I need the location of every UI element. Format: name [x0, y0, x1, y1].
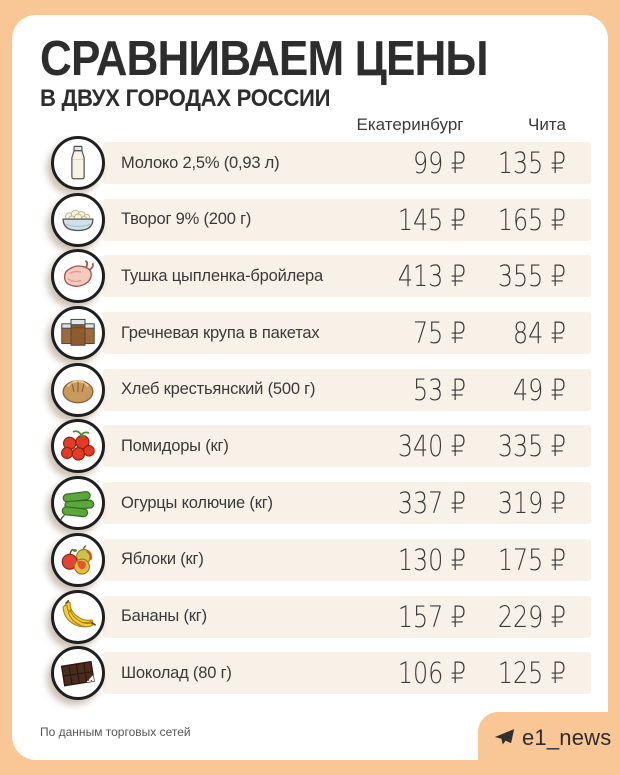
- row-strip: Гречневая крупа в пакетах 75 ₽ 84 ₽: [103, 312, 591, 355]
- item-label: Бананы (кг): [121, 607, 207, 625]
- item-label: Огурцы колючие (кг): [121, 493, 273, 512]
- table-row: Огурцы колючие (кг) 337 ₽ 319 ₽: [51, 476, 591, 531]
- buckwheat-icon: [57, 312, 99, 354]
- table-row: Молоко 2,5% (0,93 л) 99 ₽ 135 ₽: [51, 136, 591, 190]
- price-chita: 84 ₽: [513, 316, 566, 351]
- table-row: Творог 9% (200 г) 145 ₽ 165 ₽: [51, 192, 591, 247]
- item-label: Творог 9% (200 г): [121, 210, 252, 229]
- item-icon-circle: [51, 646, 105, 701]
- chicken-icon: [57, 255, 99, 297]
- item-label: Хлеб крестьянский (500 г): [121, 380, 316, 399]
- price-ekaterinburg: 106 ₽: [397, 656, 466, 691]
- price-chita: 125 ₽: [497, 656, 566, 691]
- price-ekaterinburg: 130 ₽: [397, 542, 466, 577]
- table-row: Помидоры (кг) 340 ₽ 335 ₽: [51, 419, 591, 474]
- row-strip: Тушка цыпленка-бройлера 413 ₽ 355 ₽: [103, 255, 591, 298]
- cottage-cheese-icon: [57, 199, 99, 241]
- row-strip: Помидоры (кг) 340 ₽ 335 ₽: [103, 425, 591, 468]
- item-icon-circle: [51, 306, 105, 361]
- item-icon-circle: [51, 476, 105, 531]
- item-icon-circle: [51, 532, 105, 587]
- table-row: Яблоки (кг) 130 ₽ 175 ₽: [51, 532, 591, 587]
- price-ekaterinburg: 53 ₽: [413, 372, 466, 407]
- price-chita: 355 ₽: [497, 259, 566, 294]
- item-icon-circle: [51, 589, 105, 644]
- column-header-chita: Чита: [528, 115, 566, 134]
- row-strip: Огурцы колючие (кг) 337 ₽ 319 ₽: [103, 482, 591, 525]
- table-row: Гречневая крупа в пакетах 75 ₽ 84 ₽: [51, 306, 591, 361]
- apples-icon: [57, 539, 99, 581]
- price-chita: 49 ₽: [513, 372, 566, 407]
- channel-badge: e1_news: [478, 712, 620, 775]
- channel-handle: e1_news: [522, 725, 612, 750]
- item-icon-circle: [51, 192, 105, 247]
- table-row: Хлеб крестьянский (500 г) 53 ₽ 49 ₽: [51, 362, 591, 417]
- price-chita: 165 ₽: [497, 202, 566, 237]
- item-icon-circle: [51, 249, 105, 304]
- item-label: Шоколад (80 г): [121, 663, 232, 682]
- price-ekaterinburg: 145 ₽: [397, 202, 466, 237]
- price-chita: 175 ₽: [497, 542, 566, 577]
- price-chita: 229 ₽: [497, 599, 566, 634]
- item-label: Гречневая крупа в пакетах: [121, 323, 320, 342]
- item-label: Тушка цыпленка-бройлера: [121, 266, 323, 285]
- row-strip: Шоколад (80 г) 106 ₽ 125 ₽: [103, 652, 591, 695]
- price-ekaterinburg: 99 ₽: [413, 146, 466, 180]
- tomatoes-icon: [57, 425, 99, 467]
- chocolate-icon: [57, 652, 99, 694]
- card: СРАВНИВАЕМ ЦЕНЫ В ДВУХ ГОРОДАХ РОССИИ Ек…: [12, 15, 608, 760]
- price-ekaterinburg: 340 ₽: [397, 429, 466, 464]
- item-icon-circle: [51, 362, 105, 417]
- cucumbers-icon: [57, 482, 99, 524]
- row-strip: Молоко 2,5% (0,93 л) 99 ₽ 135 ₽: [103, 142, 591, 184]
- row-strip: Яблоки (кг) 130 ₽ 175 ₽: [103, 538, 591, 581]
- source-note: По данным торговых сетей: [40, 725, 191, 739]
- milk-bottle-icon: [57, 142, 99, 184]
- price-ekaterinburg: 413 ₽: [397, 259, 466, 294]
- price-chita: 135 ₽: [497, 146, 566, 180]
- page-subtitle: В ДВУХ ГОРОДАХ РОССИИ: [40, 85, 331, 112]
- price-table: Молоко 2,5% (0,93 л) 99 ₽ 135 ₽ Творог 9…: [51, 136, 591, 701]
- table-row: Тушка цыпленка-бройлера 413 ₽ 355 ₽: [51, 249, 591, 304]
- page-title: СРАВНИВАЕМ ЦЕНЫ: [40, 32, 489, 86]
- table-row: Бананы (кг) 157 ₽ 229 ₽: [51, 589, 591, 644]
- price-ekaterinburg: 337 ₽: [397, 486, 466, 521]
- row-strip: Творог 9% (200 г) 145 ₽ 165 ₽: [103, 198, 591, 241]
- price-chita: 319 ₽: [497, 486, 566, 521]
- row-strip: Хлеб крестьянский (500 г) 53 ₽ 49 ₽: [103, 368, 591, 411]
- item-label: Яблоки (кг): [121, 550, 204, 569]
- item-icon-circle: [51, 136, 105, 190]
- telegram-icon: [494, 728, 515, 746]
- item-label: Помидоры (кг): [121, 436, 229, 455]
- bananas-icon: [57, 596, 99, 638]
- table-row: Шоколад (80 г) 106 ₽ 125 ₽: [51, 646, 591, 701]
- row-strip: Бананы (кг) 157 ₽ 229 ₽: [103, 595, 591, 638]
- price-ekaterinburg: 75 ₽: [413, 316, 466, 351]
- price-ekaterinburg: 157 ₽: [397, 599, 466, 634]
- item-label: Молоко 2,5% (0,93 л): [121, 153, 280, 172]
- column-header-ekaterinburg: Екатеринбург: [356, 115, 464, 134]
- item-icon-circle: [51, 419, 105, 474]
- price-chita: 335 ₽: [497, 429, 566, 464]
- bread-icon: [57, 369, 99, 411]
